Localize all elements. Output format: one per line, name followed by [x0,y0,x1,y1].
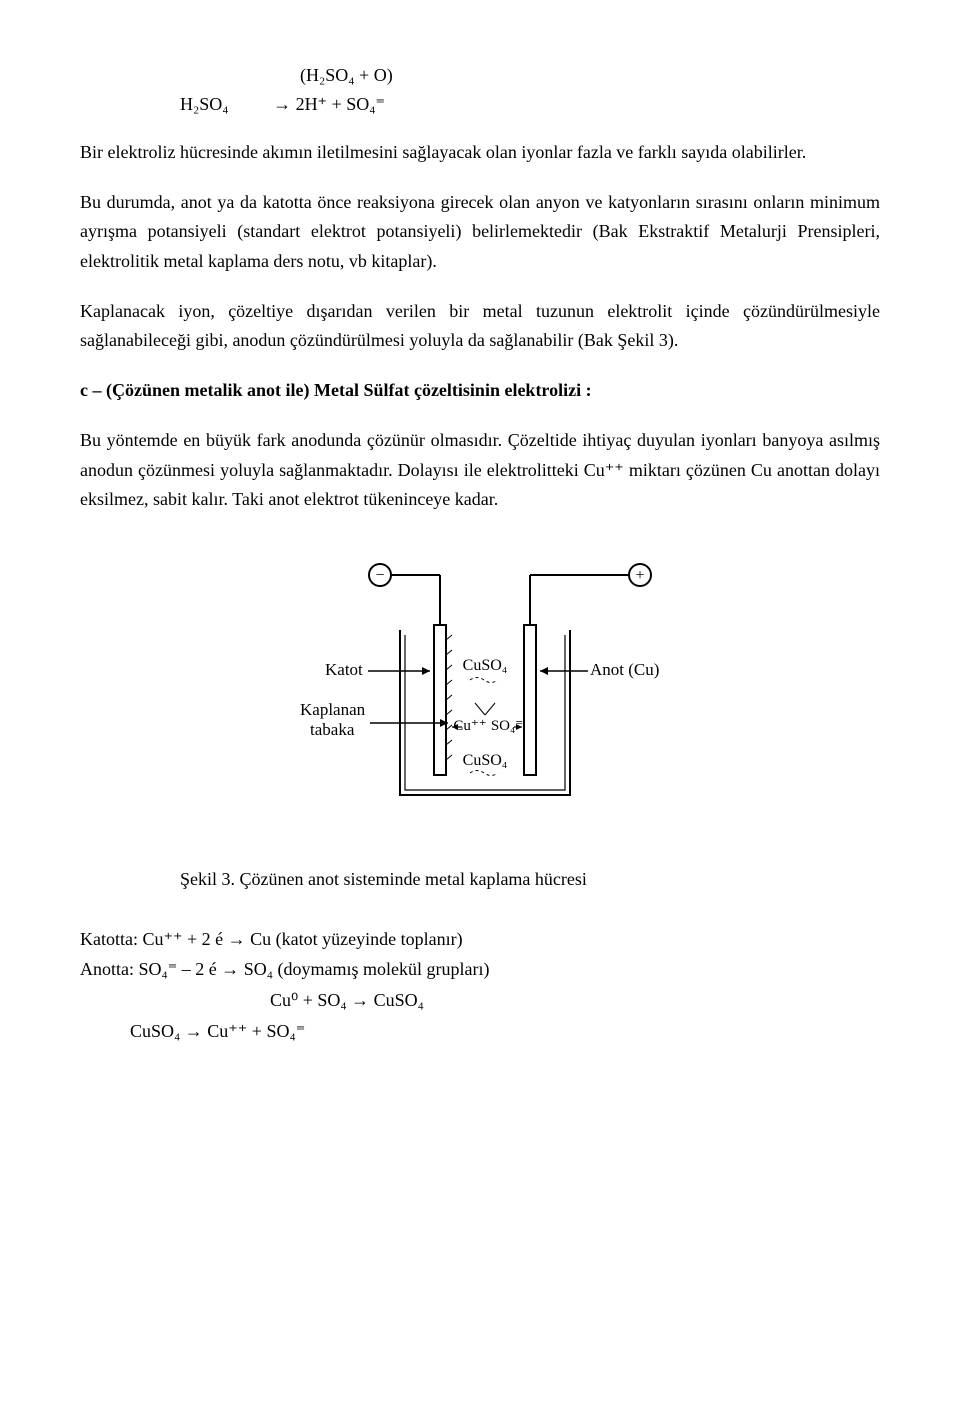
minus-label: − [375,567,384,584]
equation-line-1: (H₂SO₄ + O) [80,62,880,89]
reaction-line-3: Cu⁰ + SO₄ → CuSO₄ [80,986,880,1015]
cuplus-label: Cu⁺⁺ [453,718,486,734]
reaction-line-2: Anotta: SO₄⁼ – 2 é → SO₄ (doymamış molek… [80,955,880,984]
kaplanan-label-1: Kaplanan [300,700,366,719]
electrolysis-cell-diagram: − + Katot Kaplanan tabaka Anot (Cu) [270,555,690,835]
plus-label: + [635,567,644,584]
figure-3-caption: Şekil 3. Çözünen anot sisteminde metal k… [80,865,880,895]
heading-c: c – (Çözünen metalik anot ile) Metal Sül… [80,376,880,406]
reaction-line-4: CuSO₄ → Cu⁺⁺ + SO₄⁼ [80,1017,880,1046]
eq2-left: H₂SO₄ [180,94,229,114]
reaction-line-1: Katotta: Cu⁺⁺ + 2 é → Cu (katot yüzeyind… [80,925,880,954]
anot-label: Anot (Cu) [590,660,659,679]
eq2-right: → 2H⁺ + SO₄⁼ [233,94,385,114]
reactions-block: Katotta: Cu⁺⁺ + 2 é → Cu (katot yüzeyind… [80,925,880,1046]
paragraph-3: Kaplanacak iyon, çözeltiye dışarıdan ver… [80,297,880,356]
paragraph-1: Bir elektroliz hücresinde akımın iletilm… [80,138,880,168]
cuso4-bottom-label: CuSO₄ [463,752,508,769]
paragraph-2: Bu durumda, anot ya da katotta önce reak… [80,188,880,277]
cuso4-top-label: CuSO₄ [463,657,508,674]
paragraph-4: Bu yöntemde en büyük fark anodunda çözün… [80,426,880,515]
kaplanan-label-2: tabaka [310,720,355,739]
figure-3: − + Katot Kaplanan tabaka Anot (Cu) [80,555,880,835]
katot-label: Katot [325,660,363,679]
equation-line-2: H₂SO₄ → 2H⁺ + SO₄⁼ [80,91,880,118]
